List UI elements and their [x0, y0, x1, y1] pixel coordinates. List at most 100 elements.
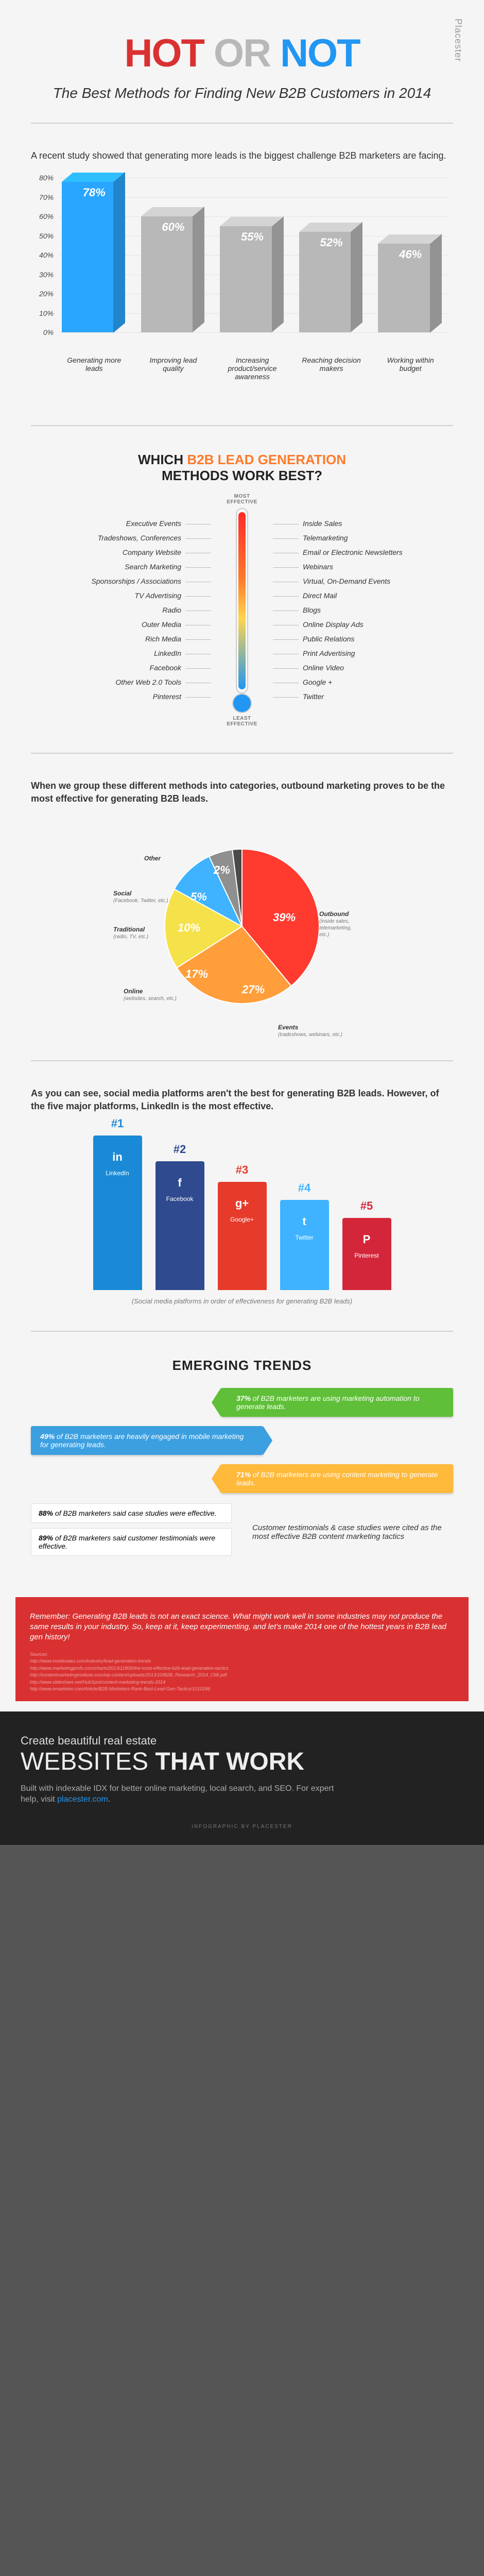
pie-slice-label: Events(tradeshows, webinars, etc.): [278, 1024, 342, 1038]
title-hot: HOT: [124, 31, 203, 75]
s4-lead: As you can see, social media platforms a…: [31, 1087, 453, 1113]
y-tick: 80%: [39, 174, 54, 182]
rank-label: Pinterest: [354, 1252, 378, 1259]
pie-slice-label: Other: [144, 855, 161, 862]
rank-label: Facebook: [166, 1195, 194, 1202]
method-item: LinkedIn: [63, 647, 215, 661]
thermometer-right-column: Inside SalesTelemarketingEmail or Electr…: [269, 494, 421, 727]
case-studies-right: Customer testimonials & case studies wer…: [252, 1523, 453, 1541]
rank-bar: #5PPinterest: [342, 1218, 391, 1290]
rank-bar: #2fFacebook: [155, 1161, 204, 1290]
pie-slice-pct: 5%: [191, 890, 207, 904]
case-studies-left: 88% of B2B marketers said case studies w…: [31, 1503, 232, 1561]
brand-sidetext: Placester: [453, 19, 463, 62]
bar: 52%Reaching decision makers: [299, 178, 364, 332]
trend-flag: 37% of B2B marketers are using marketing…: [221, 1388, 453, 1417]
method-item: Pinterest: [63, 690, 215, 704]
bar-chart: 0%10%20%30%40%50%60%70%80% 78%Generating…: [31, 178, 453, 353]
method-item: Rich Media: [63, 632, 215, 647]
sources-heading: Sources:: [30, 1651, 454, 1658]
trend-flag: 71% of B2B marketers are using content m…: [221, 1464, 453, 1493]
s2-title-pre: WHICH: [138, 452, 187, 467]
method-item: Outer Media: [63, 618, 215, 632]
bar-category-label: Generating more leads: [62, 332, 127, 372]
s5-title: EMERGING TRENDS: [31, 1358, 453, 1374]
sources-list: Sources:http://www.insidesales.com/indus…: [30, 1651, 454, 1693]
method-item: Direct Mail: [269, 589, 421, 603]
divider: [31, 1331, 453, 1332]
source-link[interactable]: http://www.marketingprofs.com/charts/201…: [30, 1665, 454, 1672]
bar-value-label: 78%: [62, 186, 127, 199]
bar: 55%Increasing product/service awareness: [220, 178, 285, 332]
header: HOT OR NOT The Best Methods for Finding …: [0, 0, 484, 112]
case-studies-row: 88% of B2B marketers said case studies w…: [31, 1503, 453, 1561]
y-tick: 50%: [39, 232, 54, 240]
method-item: Tradeshows, Conferences: [63, 531, 215, 546]
footer-subtext: Built with indexable IDX for better onli…: [21, 1783, 350, 1805]
thermometer-left-column: Executive EventsTradeshows, ConferencesC…: [63, 494, 215, 727]
method-item: Email or Electronic Newsletters: [269, 546, 421, 560]
footer: Create beautiful real estate WEBSITES TH…: [0, 1711, 484, 1845]
pie-slice-pct: 39%: [273, 911, 296, 924]
google+-icon: g+: [233, 1194, 251, 1213]
rank-caption: (Social media platforms in order of effe…: [31, 1297, 453, 1305]
most-effective-badge: MOST EFFECTIVE: [227, 494, 257, 505]
bar-front: [62, 182, 113, 333]
bar-value-label: 55%: [220, 230, 285, 244]
y-tick: 70%: [39, 193, 54, 201]
bar-chart-y-axis: 0%10%20%30%40%50%60%70%80%: [31, 178, 57, 353]
s2-title: WHICH B2B LEAD GENERATION METHODS WORK B…: [31, 452, 453, 484]
subtitle: The Best Methods for Finding New B2B Cus…: [15, 84, 469, 102]
facebook-icon: f: [170, 1174, 189, 1192]
section-challenges: A recent study showed that generating mo…: [0, 134, 484, 368]
section-thermometer: WHICH B2B LEAD GENERATION METHODS WORK B…: [0, 436, 484, 742]
y-tick: 0%: [43, 328, 54, 336]
pie-slice-pct: 27%: [242, 983, 265, 996]
divider: [31, 1060, 453, 1061]
footer-line2-a: WEBSITES: [21, 1748, 155, 1775]
pie-slice-label: Social(Facebook, Twitter, etc.): [113, 890, 168, 904]
method-item: Twitter: [269, 690, 421, 704]
method-item: Other Web 2.0 Tools: [63, 675, 215, 690]
y-tick: 60%: [39, 212, 54, 221]
source-link[interactable]: http://contentmarketinginstitute.com/wp-…: [30, 1672, 454, 1679]
bar: 60%Improving lead quality: [141, 178, 206, 332]
pie-slice-label: Online(websites, search, etc.): [124, 988, 177, 1002]
method-item: Radio: [63, 603, 215, 618]
thermometer: MOST EFFECTIVE LEAST EFFECTIVE: [228, 494, 256, 727]
divider: [31, 425, 453, 426]
source-link[interactable]: http://www.insidesales.com/industry/lead…: [30, 1658, 454, 1665]
bar-top: [141, 207, 204, 216]
method-item: Webinars: [269, 560, 421, 574]
case-study-line: 89% of B2B marketers said customer testi…: [31, 1528, 232, 1556]
section-pie: When we group these different methods in…: [0, 764, 484, 1049]
bar: 78%Generating more leads: [62, 178, 127, 332]
least-effective-badge: LEAST EFFECTIVE: [227, 716, 257, 727]
footer-credit: INFOGRAPHIC BY PLACESTER: [21, 1824, 463, 1829]
footer-link[interactable]: placester.com: [57, 1795, 108, 1804]
bar-category-label: Increasing product/service awareness: [220, 332, 285, 381]
bar-value-label: 60%: [141, 221, 206, 234]
pie-slice-label: Outbound(inside sales, telemarketing, et…: [319, 911, 352, 938]
y-tick: 10%: [39, 309, 54, 317]
footer-line2-b: THAT WORK: [155, 1748, 304, 1775]
case-study-line: 88% of B2B marketers said case studies w…: [31, 1503, 232, 1523]
method-item: Facebook: [63, 661, 215, 675]
title-not: NOT: [280, 31, 359, 75]
remember-text: Remember: Generating B2B leads is not an…: [30, 1612, 454, 1643]
bar-value-label: 52%: [299, 236, 364, 249]
divider: [31, 753, 453, 754]
bar-top: [299, 223, 362, 232]
rank-bar: #4tTwitter: [280, 1200, 329, 1290]
pie-slice-pct: 2%: [214, 863, 230, 877]
bar-chart-bars: 78%Generating more leads60%Improving lea…: [62, 178, 443, 332]
title: HOT OR NOT: [15, 31, 469, 76]
method-item: TV Advertising: [63, 589, 215, 603]
source-link[interactable]: http://www.slideshare.net/HubSpot/conten…: [30, 1679, 454, 1686]
method-item: Public Relations: [269, 632, 421, 647]
y-tick: 20%: [39, 290, 54, 298]
method-item: Company Website: [63, 546, 215, 560]
method-item: Telemarketing: [269, 531, 421, 546]
s2-title-post: METHODS WORK BEST?: [162, 468, 322, 483]
source-link[interactable]: http://www.emarketer.com/Article/B2B-Mar…: [30, 1686, 454, 1693]
